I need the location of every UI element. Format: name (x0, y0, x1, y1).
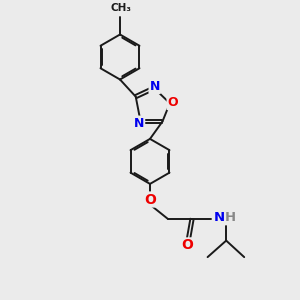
Text: CH₃: CH₃ (110, 3, 131, 13)
Text: N: N (134, 116, 144, 130)
Text: N: N (149, 80, 160, 93)
Text: O: O (167, 96, 178, 109)
Text: N: N (213, 211, 225, 224)
Text: O: O (144, 193, 156, 206)
Text: O: O (181, 238, 193, 252)
Text: H: H (225, 211, 236, 224)
